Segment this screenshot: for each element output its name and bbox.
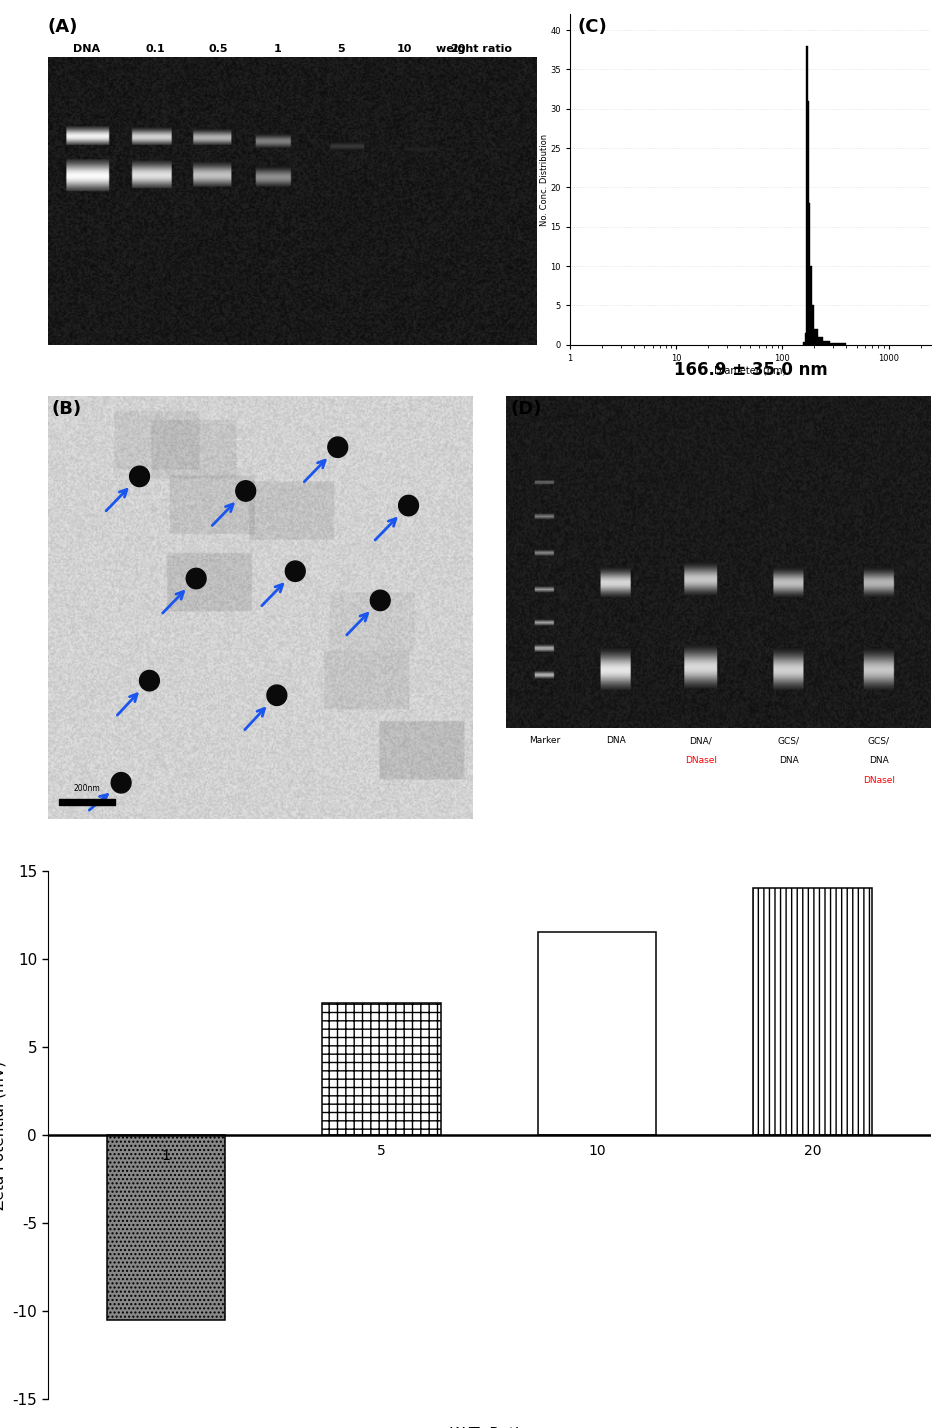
Text: (A): (A) [48,17,78,36]
Text: Marker: Marker [529,737,560,745]
Y-axis label: Zeta Potential (mV): Zeta Potential (mV) [0,1061,7,1210]
Circle shape [129,466,149,487]
Bar [803,343,805,344]
Circle shape [140,670,160,691]
Text: 0.5: 0.5 [209,44,228,54]
Text: DNA: DNA [73,44,100,54]
Text: 5: 5 [336,44,345,54]
Circle shape [328,437,348,457]
Text: DNaseI: DNaseI [685,757,717,765]
Text: 200nm: 200nm [74,784,101,793]
Bar [538,932,656,1135]
Bar [59,798,116,804]
Text: 20: 20 [450,44,465,54]
Bar [807,46,808,344]
Text: 5: 5 [377,1144,386,1158]
Bar [814,328,818,344]
Bar [322,1002,441,1135]
X-axis label: Diameter (nm): Diameter (nm) [714,366,787,376]
Text: DNA: DNA [606,737,626,745]
Bar [106,1135,225,1319]
Circle shape [186,568,206,588]
Text: (D): (D) [510,400,542,418]
Bar [805,333,807,344]
Text: 1: 1 [274,44,281,54]
Text: GCS/: GCS/ [868,737,890,745]
Text: 1: 1 [162,1150,170,1162]
Text: 10: 10 [588,1144,606,1158]
Text: DNaseI: DNaseI [863,775,895,785]
Text: 0.1: 0.1 [145,44,164,54]
Circle shape [370,590,390,611]
Text: 20: 20 [804,1144,821,1158]
Bar [823,341,830,344]
Circle shape [111,773,131,793]
Bar [808,101,809,344]
Circle shape [236,481,256,501]
Text: GCS/: GCS/ [777,737,800,745]
Circle shape [399,496,418,516]
Bar [818,337,823,344]
Circle shape [267,685,287,705]
Bar [753,888,872,1135]
Text: (C): (C) [578,17,607,36]
Text: DNA: DNA [869,757,889,765]
Text: DNA/: DNA/ [690,737,712,745]
Text: weight ratio: weight ratio [435,44,511,54]
Bar [809,203,810,344]
Text: DNA: DNA [779,757,798,765]
Y-axis label: No. Conc. Distribution: No. Conc. Distribution [540,133,549,226]
Circle shape [285,561,305,581]
Text: 10: 10 [396,44,411,54]
Bar [830,343,846,344]
Bar [812,306,814,344]
Text: (B): (B) [51,400,82,418]
Bar [810,266,812,344]
Text: 166.9 ± 35.0 nm: 166.9 ± 35.0 nm [674,361,827,380]
